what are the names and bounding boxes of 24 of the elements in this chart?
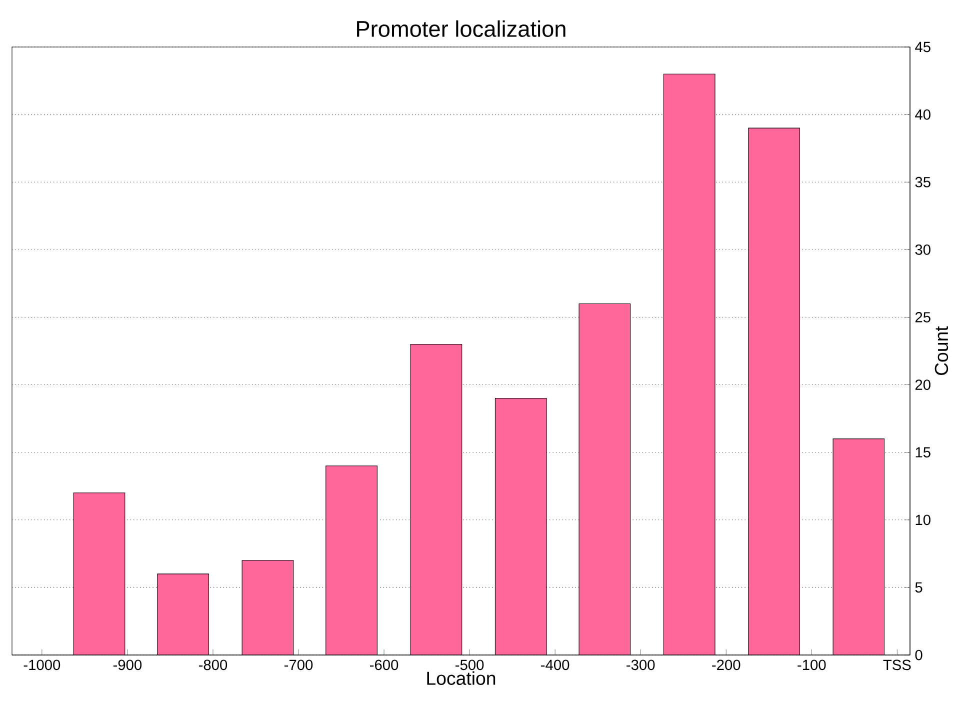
- x-tick-label: TSS: [883, 660, 911, 670]
- y-tick-label: 15: [916, 447, 930, 458]
- x-tick-label: -800: [198, 660, 228, 670]
- y-tick-label: 10: [916, 514, 930, 526]
- y-tick-label: 35: [915, 176, 930, 188]
- y-tick-label: 5: [915, 582, 922, 593]
- chart-title: Promoter localization: [357, 20, 566, 37]
- y-axis-title: Count: [934, 326, 948, 375]
- x-tick-label: -700: [284, 660, 313, 670]
- x-tick-label: -200: [712, 660, 740, 670]
- x-axis-title: Location: [427, 671, 496, 685]
- y-tick-label: 25: [915, 312, 930, 322]
- y-tick-label: 30: [915, 244, 930, 255]
- y-tick-label: 40: [915, 109, 930, 120]
- x-tick-label: -900: [113, 660, 142, 670]
- x-tick-label: -400: [541, 660, 570, 670]
- y-tick-label: 20: [915, 380, 930, 390]
- x-tick-label: -500: [456, 660, 484, 670]
- y-tick-label: 45: [915, 42, 930, 52]
- y-tick-label: 0: [915, 650, 922, 660]
- x-tick-label: -600: [370, 660, 398, 670]
- x-tick-label: -1000: [24, 660, 60, 670]
- x-tick-label: -300: [626, 660, 655, 670]
- x-tick-label: -100: [798, 660, 826, 670]
